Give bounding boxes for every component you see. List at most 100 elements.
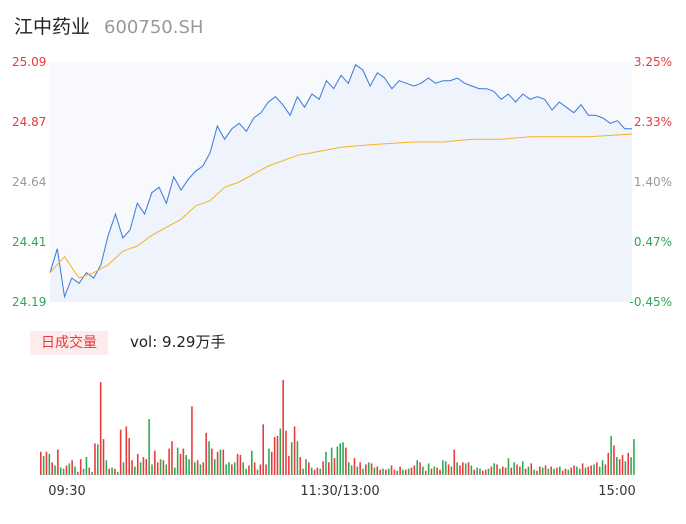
- volume-bar: [316, 467, 319, 475]
- volume-bar: [193, 462, 196, 475]
- y-tick-left-label: 24.41: [12, 235, 46, 249]
- volume-bar: [370, 463, 373, 475]
- volume-bar: [236, 453, 239, 475]
- volume-bar: [613, 445, 615, 475]
- volume-bar: [367, 462, 370, 475]
- volume-bar: [288, 456, 290, 475]
- y-tick-right-label: 3.25%: [634, 55, 672, 69]
- volume-bar: [424, 470, 427, 475]
- volume-bar: [45, 451, 48, 475]
- volume-bar: [231, 464, 233, 475]
- volume-bar: [68, 463, 71, 475]
- volume-bar: [519, 466, 521, 475]
- volume-bar: [40, 451, 42, 475]
- volume-bar: [94, 443, 96, 475]
- stock-header: 江中药业 600750.SH: [14, 12, 203, 40]
- volume-bar: [618, 459, 621, 475]
- volume-bar: [513, 462, 515, 475]
- volume-bar: [48, 453, 51, 475]
- volume-bar: [470, 465, 473, 475]
- volume-bar: [567, 469, 570, 475]
- volume-bar: [416, 460, 418, 475]
- volume-bar: [308, 462, 310, 475]
- volume-bar: [251, 450, 253, 475]
- volume-bar: [359, 462, 361, 475]
- volume-bar: [464, 463, 467, 475]
- volume-bar: [325, 451, 327, 475]
- volume-bar: [584, 467, 587, 475]
- volume-bar: [276, 435, 279, 475]
- volume-bar: [490, 466, 493, 475]
- volume-bar: [550, 466, 553, 475]
- volume-bar: [541, 467, 544, 475]
- volume-bar: [259, 464, 262, 475]
- volume-bar: [111, 467, 113, 475]
- volume-bar: [108, 468, 111, 475]
- volume-bar: [134, 466, 136, 475]
- volume-bar: [248, 465, 250, 475]
- volume-bar: [356, 466, 359, 475]
- volume-bar: [627, 452, 630, 475]
- volume-bar: [122, 462, 125, 475]
- volume-bar: [407, 468, 410, 475]
- volume-bar: [570, 467, 572, 475]
- volume-bar: [479, 468, 481, 475]
- stock-code: 600750.SH: [104, 17, 204, 38]
- volume-bar: [262, 424, 264, 475]
- volume-bar: [273, 437, 276, 475]
- volume-bar: [516, 464, 518, 475]
- volume-bar: [171, 441, 173, 475]
- volume-bar: [396, 470, 399, 475]
- volume-bar: [148, 419, 150, 475]
- volume-bar: [174, 467, 176, 475]
- volume-bar: [616, 457, 618, 475]
- volume-bar: [559, 466, 561, 475]
- volume-bar: [270, 451, 273, 475]
- volume-bar: [382, 468, 384, 475]
- volume-bar: [245, 468, 247, 475]
- volume-bar: [576, 466, 578, 475]
- volume-bar: [405, 469, 407, 475]
- volume-bar: [222, 449, 225, 475]
- volume-bar: [268, 448, 270, 475]
- volume-bar: [533, 469, 535, 475]
- volume-bar: [51, 462, 53, 475]
- price-line: [49, 63, 632, 299]
- volume-bar: [154, 450, 156, 475]
- volume-bar: [239, 454, 242, 475]
- volume-bar: [427, 463, 430, 475]
- volume-bar: [191, 406, 193, 475]
- volume-bar: [77, 471, 79, 475]
- volume-bar: [299, 457, 302, 475]
- volume-bar: [196, 460, 199, 475]
- volume-bar: [527, 466, 530, 475]
- volume-bar: [493, 463, 495, 475]
- volume-bar: [156, 462, 159, 475]
- volume-bar: [593, 464, 595, 475]
- volume-bar: [459, 465, 461, 475]
- volume-bar: [362, 468, 364, 475]
- volume-bar: [390, 465, 393, 475]
- volume-bar: [553, 468, 555, 475]
- volume-bar: [601, 460, 604, 475]
- volume-bar: [436, 467, 438, 475]
- volume-tag[interactable]: 日成交量: [30, 331, 108, 355]
- volume-bar: [499, 468, 501, 475]
- volume-bar: [564, 468, 567, 475]
- volume-bar: [136, 453, 139, 475]
- volume-bar: [159, 459, 162, 475]
- volume-bar: [305, 459, 307, 475]
- volume-bar: [536, 470, 538, 475]
- volume-value: vol: 9.29万手: [130, 333, 226, 351]
- volume-bar: [279, 428, 282, 475]
- volume-bar: [296, 441, 299, 475]
- y-tick-right-label: 2.33%: [634, 115, 672, 129]
- volume-bar: [228, 462, 230, 475]
- volume-bar: [393, 469, 396, 475]
- volume-bar: [501, 466, 504, 475]
- volume-bar: [439, 469, 441, 475]
- volume-bar: [213, 459, 216, 475]
- volume-bar: [365, 464, 367, 475]
- volume-bar: [142, 457, 145, 475]
- volume-bar: [578, 468, 581, 475]
